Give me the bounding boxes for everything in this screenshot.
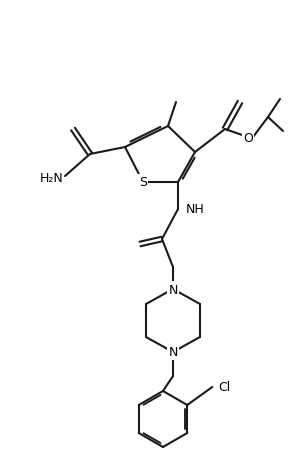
Text: H₂N: H₂N [39,172,63,185]
Text: N: N [168,346,177,359]
Text: Cl: Cl [218,381,230,394]
Text: H₂N: H₂N [41,172,63,185]
Text: N: N [168,283,177,296]
Text: NH: NH [186,203,204,216]
Text: O: O [243,131,253,144]
Text: S: S [139,176,147,189]
Text: NH: NH [186,203,205,216]
Text: Cl: Cl [218,381,230,394]
Text: O: O [243,131,253,144]
Text: S: S [139,176,147,189]
Text: N: N [168,346,178,359]
Text: N: N [168,283,178,296]
